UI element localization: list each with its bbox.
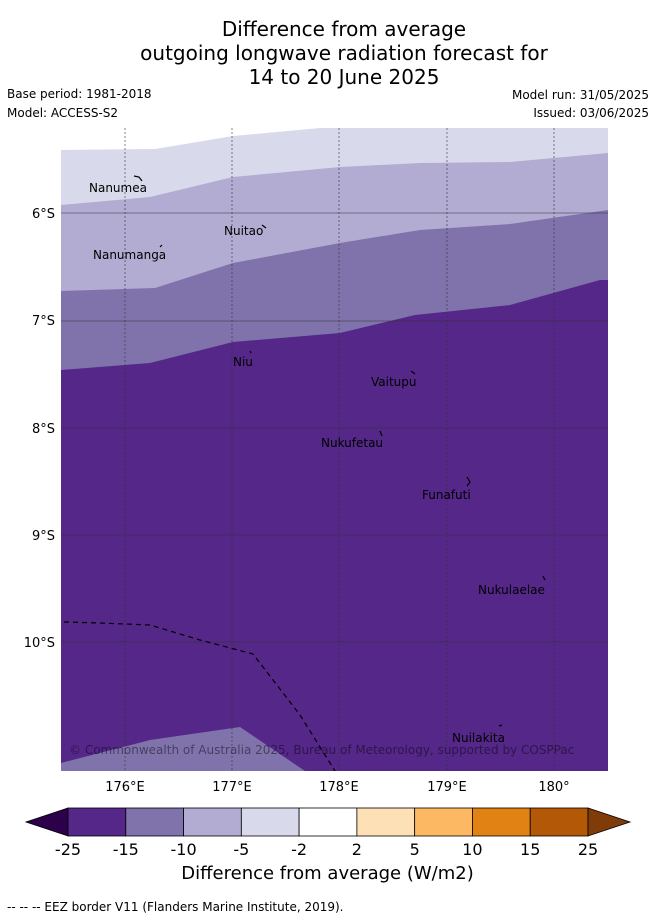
no-data-region xyxy=(61,128,608,150)
island-outlines xyxy=(133,175,546,727)
island-nanumanga-shape xyxy=(159,244,163,248)
place-label-nanumea: Nanumea xyxy=(89,181,147,195)
lat-label-10s: 10°S xyxy=(24,636,55,651)
lat-label-9s: 9°S xyxy=(32,529,55,544)
lat-label-7s: 7°S xyxy=(32,314,55,329)
colorbar-tick-label: 15 xyxy=(520,840,540,859)
colorbar-segment xyxy=(240,807,300,837)
colorbar-segment xyxy=(298,807,358,837)
map-title-line-2: outgoing longwave radiation forecast for xyxy=(140,41,548,65)
latitude-labels: 6°S 7°S 8°S 9°S 10°S xyxy=(24,207,55,651)
lon-label-178e: 178°E xyxy=(319,780,359,795)
place-label-nuitao: Nuitao xyxy=(224,224,263,238)
colorbar-tick-label: -10 xyxy=(170,840,196,859)
colorbar-tick-label: -5 xyxy=(233,840,249,859)
eez-footnote: -- -- -- EEZ border V11 (Flanders Marine… xyxy=(7,900,344,914)
island-nuilakita-shape xyxy=(498,724,503,727)
lat-label-6s: 6°S xyxy=(32,207,55,222)
place-label-nanumanga: Nanumanga xyxy=(93,248,166,262)
model-name: Model: ACCESS-S2 xyxy=(7,106,119,120)
place-label-niu: Niu xyxy=(233,355,253,369)
graticule xyxy=(61,128,608,771)
colorbar-tick-label: 2 xyxy=(352,840,362,859)
lon-label-177e: 177°E xyxy=(212,780,252,795)
island-nanumea-shape xyxy=(133,175,143,182)
longitude-labels: 176°E 177°E 178°E 179°E 180° xyxy=(105,780,569,795)
place-label-nukulaelae: Nukulaelae xyxy=(478,583,545,597)
lon-label-176e: 176°E xyxy=(105,780,145,795)
eez-border-line xyxy=(63,621,336,771)
colorbar-segment xyxy=(183,807,242,837)
colorbar-extend-low xyxy=(24,807,69,837)
colorbar-segment xyxy=(67,807,127,837)
colorbar-tick-label: 10 xyxy=(462,840,482,859)
island-niu-shape xyxy=(249,350,252,354)
colorbar: -25 -15 -10 -5 -2 2 5 10 15 25 xyxy=(24,807,632,859)
island-nukufetau-shape xyxy=(379,430,383,437)
colorbar-tick-label: -2 xyxy=(291,840,307,859)
colorbar-tick-label: -25 xyxy=(55,840,81,859)
map-title-line-1: Difference from average xyxy=(221,17,467,41)
place-label-vaitupu: Vaitupu xyxy=(371,375,417,389)
colorbar-label: Difference from average (W/m2) xyxy=(181,863,474,884)
colorbar-segment xyxy=(472,807,531,837)
colorbar-segment xyxy=(356,807,416,837)
place-label-nukufetau: Nukufetau xyxy=(321,436,383,450)
island-nukulaelae-shape xyxy=(542,575,546,581)
colorbar-tick-label: 5 xyxy=(410,840,420,859)
island-nuitao-shape xyxy=(261,224,267,229)
place-label-nuilakita: Nuilakita xyxy=(452,731,505,745)
lon-label-179e: 179°E xyxy=(427,780,467,795)
colorbar-tick-label: -15 xyxy=(113,840,139,859)
colorbar-segment xyxy=(529,807,589,837)
colorbar-extend-high xyxy=(587,807,632,837)
colorbar-segment xyxy=(414,807,473,837)
base-period: Base period: 1981-2018 xyxy=(7,87,152,101)
map-title-line-3: 14 to 20 June 2025 xyxy=(248,65,440,89)
island-vaitupu-shape xyxy=(410,370,416,375)
colorbar-tick-label: 25 xyxy=(578,840,598,859)
map-plot-area: Nanumea Nuitao Nanumanga Niu Vaitupu Nuk… xyxy=(61,128,608,771)
contour-band-minus-2-to-minus-5 xyxy=(61,128,608,205)
model-run: Model run: 31/05/2025 xyxy=(511,88,649,102)
colorbar-segment xyxy=(125,807,184,837)
island-funafuti-shape xyxy=(466,476,471,487)
contour-band-minus-10-bottom-patch xyxy=(61,727,305,771)
copyright-watermark: © Commonwealth of Australia 2025, Bureau… xyxy=(69,743,574,757)
issued-date: Issued: 03/06/2025 xyxy=(533,106,649,120)
lon-label-180: 180° xyxy=(538,780,569,795)
place-label-funafuti: Funafuti xyxy=(422,488,471,502)
lat-label-8s: 8°S xyxy=(32,422,55,437)
